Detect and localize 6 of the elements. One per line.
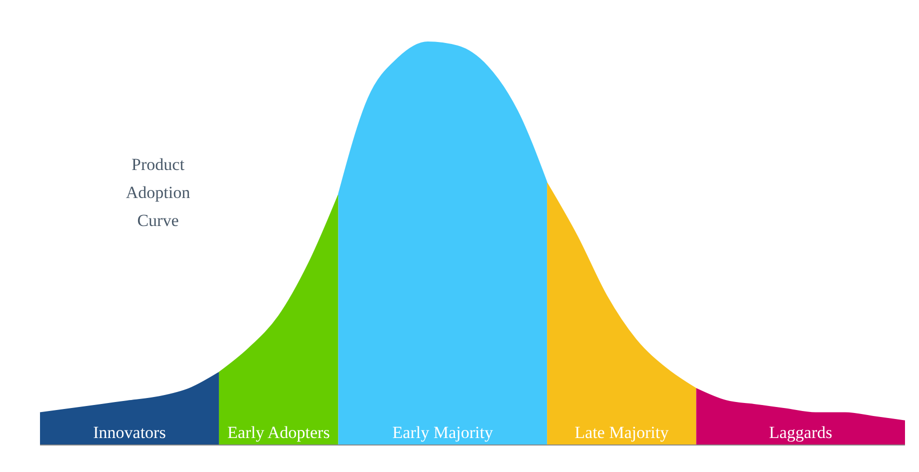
text: Product Adoption Curve — [126, 155, 191, 230]
series-label: Early Adopters — [227, 423, 330, 442]
series-label: Laggards — [768, 423, 832, 442]
series-label: Late Majority — [574, 423, 670, 442]
series-label: Innovators — [93, 423, 166, 442]
series-label: Early Majority — [392, 423, 494, 442]
